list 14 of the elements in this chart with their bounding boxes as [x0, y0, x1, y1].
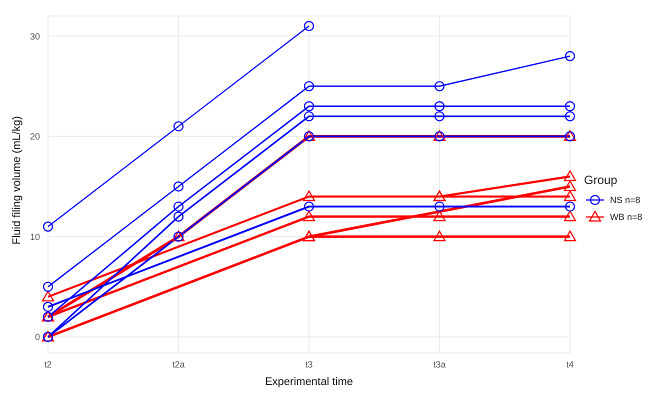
y-tick-label: 0 — [34, 332, 40, 342]
x-tick-label: t3a — [433, 359, 446, 370]
legend-label: NS n=8 — [610, 194, 640, 204]
y-axis-title: Fluid filing volume (mL/kg) — [10, 116, 23, 244]
y-tick-label: 30 — [30, 31, 40, 42]
x-tick-label: t4 — [566, 359, 574, 370]
x-tick-label: t2 — [44, 359, 52, 370]
x-tick-label: t3 — [305, 359, 313, 370]
legend-label: WB n=8 — [610, 212, 642, 222]
legend-title: Group — [584, 172, 618, 186]
x-tick-label: t2a — [172, 359, 185, 370]
y-tick-label: 10 — [30, 232, 40, 242]
y-tick-label: 20 — [30, 132, 40, 142]
x-axis-title: Experimental time — [264, 376, 354, 388]
